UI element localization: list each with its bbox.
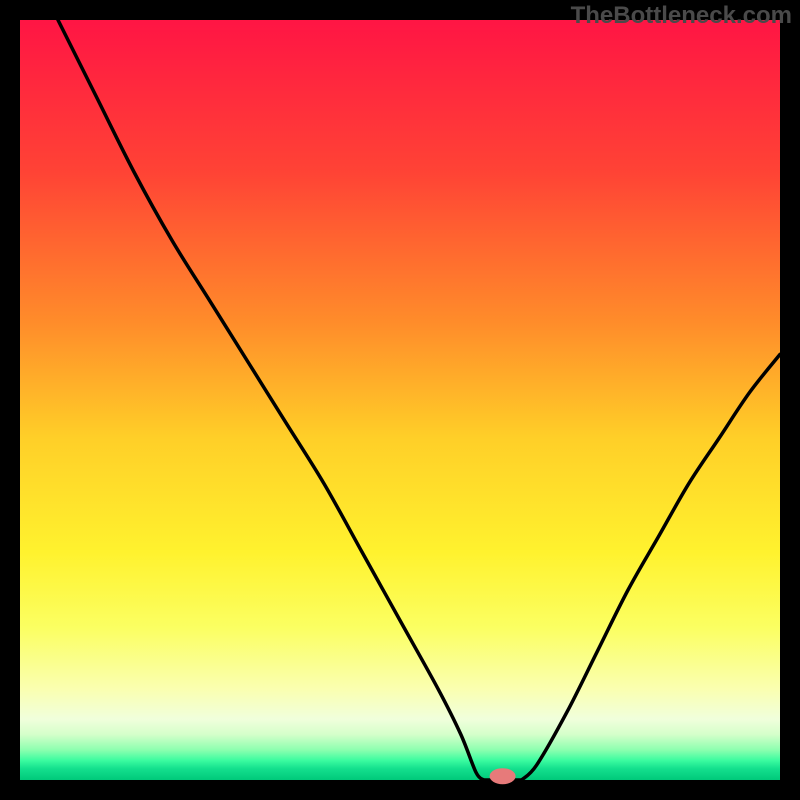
watermark-text: TheBottleneck.com [571,2,792,30]
bottleneck-chart [0,0,800,800]
chart-gradient-bg [20,20,780,780]
target-marker [490,768,516,784]
chart-frame: TheBottleneck.com [0,0,800,800]
